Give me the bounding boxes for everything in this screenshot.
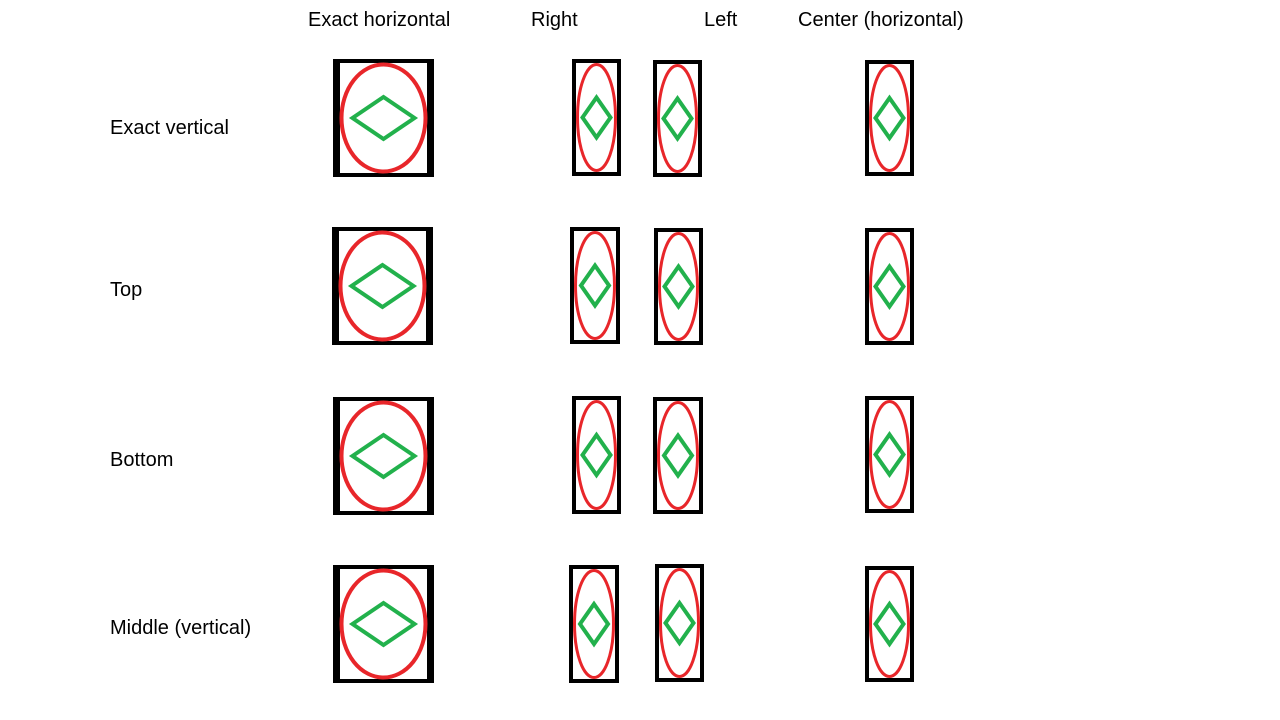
shape-group-svg (869, 570, 910, 678)
red-ellipse-shape (339, 400, 428, 512)
red-ellipse-shape (657, 401, 699, 510)
red-ellipse-shape (658, 232, 699, 341)
red-ellipse-shape (576, 63, 617, 172)
shape-group-middle-vertical-center (865, 566, 914, 682)
shape-group-middle-vertical-exact-horizontal (333, 565, 434, 683)
shape-group-svg (339, 62, 428, 174)
shape-group-top-exact-horizontal (332, 227, 433, 345)
shape-group-top-right (570, 227, 620, 344)
shape-group-exact-vertical-exact-horizontal (333, 59, 434, 177)
column-header-right: Right (531, 9, 578, 31)
red-ellipse-shape (576, 400, 617, 510)
shape-group-svg (339, 568, 428, 680)
green-diamond-shape (577, 600, 611, 648)
red-ellipse-shape (338, 230, 427, 342)
green-diamond-shape (663, 599, 696, 647)
row-label-top: Top (110, 279, 143, 301)
shape-group-svg (869, 64, 910, 172)
red-ellipse-shape (659, 568, 700, 678)
red-ellipse-shape (574, 231, 616, 340)
shape-group-top-center (865, 228, 914, 345)
column-header-exact-horizontal: Exact horizontal (308, 9, 451, 31)
shape-group-bottom-exact-horizontal (333, 397, 434, 515)
green-diamond-shape (580, 431, 613, 479)
green-diamond-shape (662, 263, 695, 310)
red-ellipse-shape (573, 569, 615, 679)
shape-group-exact-vertical-right (572, 59, 621, 176)
row-label-middle-vertical: Middle (vertical) (110, 617, 252, 639)
shape-group-bottom-right (572, 396, 621, 514)
green-diamond-shape (348, 600, 419, 648)
shape-group-exact-vertical-left (653, 60, 702, 177)
shape-group-svg (576, 400, 617, 510)
red-ellipse-shape (339, 568, 428, 680)
shape-group-svg (338, 230, 427, 342)
shape-group-middle-vertical-left (655, 564, 704, 682)
green-diamond-shape (873, 263, 906, 310)
shape-group-exact-vertical-center (865, 60, 914, 176)
green-diamond-shape (873, 94, 906, 142)
shape-group-svg (658, 232, 699, 341)
red-ellipse-shape (657, 64, 698, 173)
green-diamond-shape (347, 262, 418, 310)
red-ellipse-shape (339, 62, 428, 174)
shape-group-svg (573, 569, 615, 679)
green-diamond-shape (661, 432, 695, 479)
column-header-center-horizontal: Center (horizontal) (798, 9, 964, 31)
red-ellipse-shape (869, 64, 910, 172)
row-label-bottom: Bottom (110, 449, 174, 471)
shape-group-middle-vertical-right (569, 565, 619, 683)
shape-group-bottom-center (865, 396, 914, 513)
green-diamond-shape (873, 600, 906, 648)
red-ellipse-shape (869, 570, 910, 678)
red-ellipse-shape (869, 400, 910, 509)
shape-group-bottom-left (653, 397, 703, 514)
shape-group-svg (869, 232, 910, 341)
green-diamond-shape (661, 95, 694, 142)
shape-group-svg (574, 231, 616, 340)
green-diamond-shape (580, 94, 613, 141)
red-ellipse-shape (869, 232, 910, 341)
shape-group-top-left (654, 228, 703, 345)
shape-group-svg (659, 568, 700, 678)
shape-group-svg (657, 401, 699, 510)
row-label-exact-vertical: Exact vertical (110, 117, 229, 139)
shape-group-svg (339, 400, 428, 512)
green-diamond-shape (873, 431, 906, 478)
shape-group-svg (869, 400, 910, 509)
green-diamond-shape (578, 262, 612, 309)
green-diamond-shape (348, 432, 419, 480)
shape-group-svg (576, 63, 617, 172)
column-header-left: Left (704, 9, 738, 31)
shape-group-svg (657, 64, 698, 173)
green-diamond-shape (348, 94, 419, 142)
